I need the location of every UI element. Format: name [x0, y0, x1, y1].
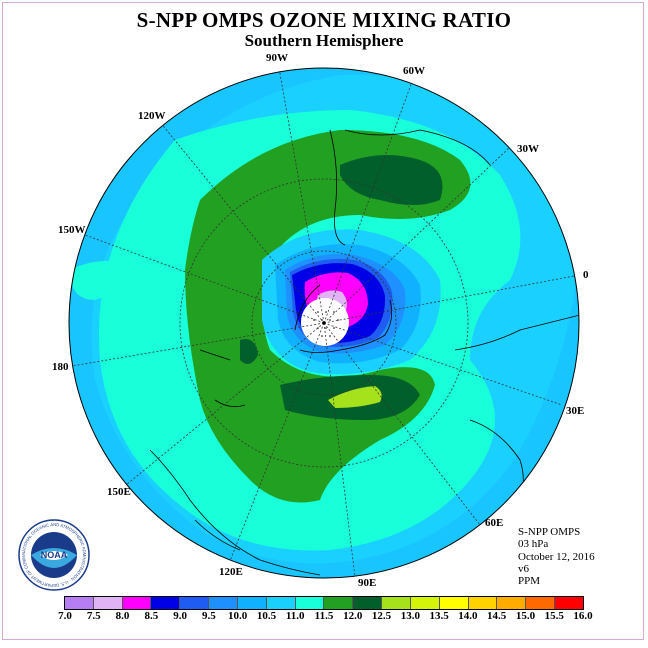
colorbar-tick-label: 13.5: [429, 610, 449, 622]
lon-label-180: 180: [52, 361, 69, 373]
contour-12-5: [328, 386, 382, 408]
lon-label-150e: 150E: [107, 486, 131, 498]
colorbar-swatch: [295, 597, 325, 609]
colorbar-tick-label: 15.5: [544, 610, 564, 622]
lon-label-60w: 60W: [403, 65, 425, 77]
lon-label-150w: 150W: [58, 224, 86, 236]
colorbar-swatch: [382, 597, 411, 609]
lon-label-90e: 90E: [358, 577, 376, 589]
colorbar-tick-label: 10.0: [228, 610, 248, 622]
colorbar-tick-label: 10.5: [256, 610, 277, 622]
contour-12-0-west: [240, 339, 258, 364]
graticule: [71, 68, 575, 578]
polar-cap-stipple: [313, 311, 339, 337]
info-units: PPM: [518, 575, 541, 588]
colorbar-swatch: [209, 597, 238, 609]
lon-label-90w: 90W: [266, 52, 288, 64]
map-subtitle: Southern Hemisphere: [244, 31, 404, 50]
colorbar-swatch: [555, 597, 583, 609]
lon-label-60e: 60E: [485, 517, 503, 529]
colorbar-tick-label: 9.5: [202, 610, 216, 622]
colorbar-tick-label: 13.0: [400, 610, 420, 622]
map-title: S-NPP OMPS OZONE MIXING RATIO: [136, 8, 512, 32]
lon-label-120w: 120W: [138, 110, 166, 122]
info-date: October 12, 2016: [518, 550, 595, 563]
colorbar-tick-label: 8.0: [115, 610, 130, 622]
colorbar-swatch: [526, 597, 556, 609]
colorbar-tick-label: 7.0: [58, 610, 72, 622]
colorbar-swatch: [237, 597, 267, 609]
colorbar-tick-label: 14.5: [487, 610, 507, 622]
noaa-logo: NATIONAL OCEANIC AND ATMOSPHERIC ADMINIS…: [18, 519, 90, 591]
colorbar-swatch: [151, 597, 181, 609]
colorbar-swatch: [497, 597, 527, 609]
colorbar-swatch: [439, 597, 469, 609]
contour-11-0-west-lobe: [70, 261, 130, 300]
colorbar-tick-label: 12.5: [371, 610, 392, 622]
lon-label-0: 0: [583, 269, 589, 281]
colorbar-tick-label: 11.0: [285, 610, 305, 622]
colorbar-tick-label: 8.5: [144, 610, 159, 622]
colorbar-tick-label: 15.0: [515, 610, 536, 622]
colorbar-tick-label: 12.0: [343, 610, 363, 622]
info-version: v6: [518, 562, 529, 575]
noaa-logo-text: NOAA: [41, 550, 68, 560]
south-pole-marker: [322, 321, 326, 325]
colorbar-swatch: [266, 597, 296, 609]
colorbar-tick-label: 16.0: [573, 610, 593, 622]
colorbar-tick-label: 9.0: [173, 610, 187, 622]
colorbar-tick-label: 7.5: [86, 610, 101, 622]
lon-label-30w: 30W: [517, 143, 539, 155]
colorbar-tick-label: 11.5: [314, 610, 334, 622]
lon-label-30e: 30E: [566, 405, 584, 417]
colorbar-swatch: [324, 597, 354, 609]
colorbar-swatch: [468, 597, 498, 609]
product-info: S-NPP OMPS 03 hPa October 12, 2016 v6 PP…: [518, 526, 595, 587]
colorbar-swatch: [353, 597, 383, 609]
map-disk-outline: [68, 67, 580, 579]
colorbar: [64, 596, 584, 610]
contour-12-0-north: [340, 155, 443, 205]
colorbar-labels: 7.0 7.5 8.0 8.5 9.0 9.5 10.0 10.5 11.0 11.5 12.0 12…: [0, 610, 648, 624]
colorbar-swatch: [180, 597, 210, 609]
info-instrument: S-NPP OMPS: [518, 526, 581, 538]
colorbar-swatch: [65, 597, 94, 609]
colorbar-swatch: [93, 597, 123, 609]
colorbar-swatch: [410, 597, 440, 609]
colorbar-swatch: [122, 597, 152, 609]
info-level: 03 hPa: [518, 538, 549, 551]
lon-label-120e: 120E: [219, 566, 243, 578]
colorbar-tick-label: 14.0: [458, 610, 478, 622]
